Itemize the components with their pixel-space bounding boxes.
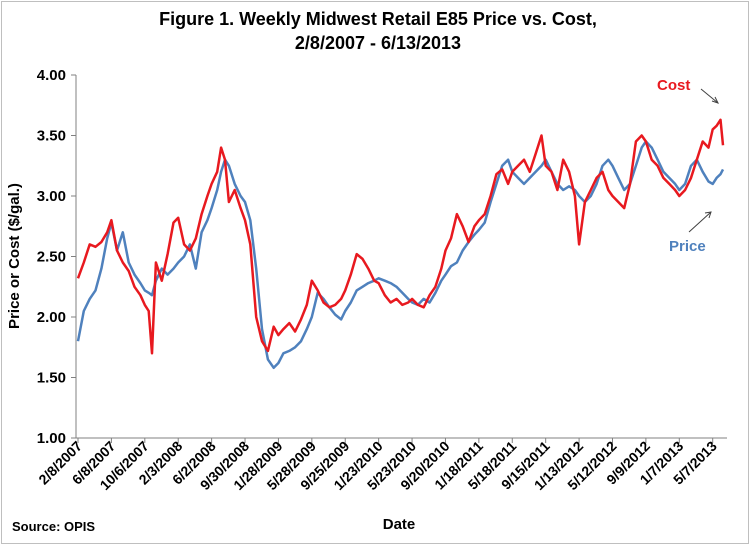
legend-cost-label: Cost xyxy=(657,77,690,94)
y-tick-label-2: 2.00 xyxy=(37,309,66,326)
series-line-cost xyxy=(76,118,725,355)
y-tick-label-1: 1.50 xyxy=(37,370,66,387)
legend-price-arrow xyxy=(688,211,712,233)
y-tick-label-5: 3.50 xyxy=(37,128,66,145)
legend-price: Price xyxy=(669,211,712,255)
source-note: Source: OPIS xyxy=(12,519,95,534)
y-tick-label-3: 2.50 xyxy=(37,249,66,266)
legend-cost-arrow xyxy=(700,88,719,104)
y-tick-label-4: 3.00 xyxy=(37,188,66,205)
legend-cost-arrowhead xyxy=(711,96,719,104)
legend-price-label: Price xyxy=(669,238,706,255)
series-line-price xyxy=(76,140,725,370)
x-axis-label: Date xyxy=(383,516,416,533)
y-axis-label: Price or Cost ($/gal.) xyxy=(6,183,23,329)
chart-title-line-1: Figure 1. Weekly Midwest Retail E85 Pric… xyxy=(159,9,597,29)
x-axis-ticks: 2/8/20076/8/200710/6/20072/3/20086/2/200… xyxy=(35,438,720,494)
series-layer xyxy=(76,118,725,370)
y-tick-label-0: 1.00 xyxy=(37,430,66,447)
chart-title-line-2: 2/8/2007 - 6/13/2013 xyxy=(295,33,461,53)
y-axis-ticks: 1.00 1.50 2.00 2.50 3.00 3.50 4.00 xyxy=(37,67,76,447)
y-tick-label-6: 4.00 xyxy=(37,67,66,84)
legend-price-arrowhead xyxy=(704,211,712,219)
legend-cost: Cost xyxy=(657,77,719,104)
